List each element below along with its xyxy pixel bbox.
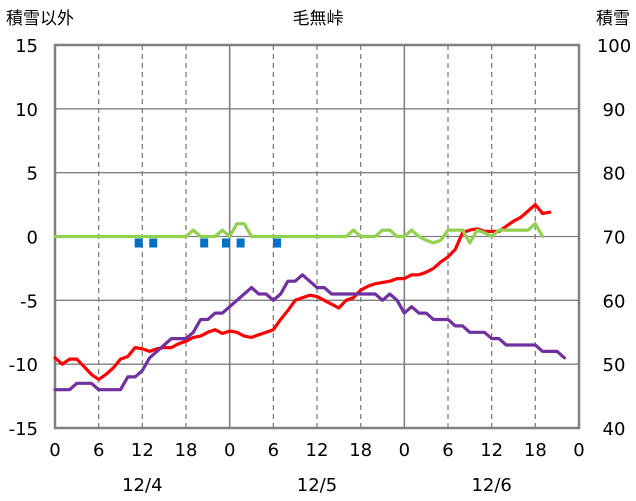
- precip-bar: [134, 238, 143, 248]
- y-left-tick-label: -15: [9, 419, 38, 440]
- x-tick-label: 18: [175, 440, 198, 461]
- x-tick-label: 12: [306, 440, 329, 461]
- left-axis-label: 積雪以外: [6, 9, 74, 29]
- y-left-tick-label: -10: [9, 355, 38, 376]
- x-tick-label: 18: [349, 440, 372, 461]
- x-tick-label: 0: [573, 440, 584, 461]
- series-line-0: [53, 203, 552, 382]
- y-right-tick-label: 100: [597, 36, 631, 57]
- date-label: 12/6: [471, 475, 511, 496]
- chart-series: [53, 203, 567, 392]
- date-label: 12/5: [297, 475, 337, 496]
- y-left-tick-label: 0: [27, 228, 38, 249]
- x-tick-label: 0: [49, 440, 60, 461]
- y-right-tick-label: 90: [603, 100, 626, 121]
- y-left-tick-label: 10: [15, 100, 38, 121]
- x-tick-label: 6: [442, 440, 453, 461]
- x-tick-label: 0: [224, 440, 235, 461]
- y-left-tick-label: 5: [27, 164, 38, 185]
- x-tick-label: 6: [93, 440, 104, 461]
- chart-labels: 毛無峠 積雪以外 積雪 151050-5-10-1510090807060504…: [6, 9, 631, 496]
- y-right-tick-label: 40: [603, 419, 626, 440]
- chart-title: 毛無峠: [293, 9, 344, 29]
- x-tick-label: 6: [268, 440, 279, 461]
- y-right-tick-label: 80: [603, 164, 626, 185]
- y-right-tick-label: 50: [603, 355, 626, 376]
- precip-bar: [222, 238, 231, 248]
- y-right-tick-label: 60: [603, 291, 626, 312]
- x-tick-label: 0: [399, 440, 410, 461]
- series-line-2: [53, 222, 545, 245]
- date-label: 12/4: [122, 475, 162, 496]
- x-tick-label: 12: [480, 440, 503, 461]
- precip-bar: [200, 238, 209, 248]
- y-right-tick-label: 70: [603, 228, 626, 249]
- x-tick-label: 12: [131, 440, 154, 461]
- y-left-tick-label: -5: [20, 291, 38, 312]
- x-tick-label: 18: [524, 440, 547, 461]
- series-line-1: [53, 273, 567, 392]
- precip-bar: [236, 238, 245, 248]
- y-left-tick-label: 15: [15, 36, 38, 57]
- precip-bar: [149, 238, 158, 248]
- precip-bar: [272, 238, 281, 248]
- right-axis-label: 積雪: [596, 9, 630, 29]
